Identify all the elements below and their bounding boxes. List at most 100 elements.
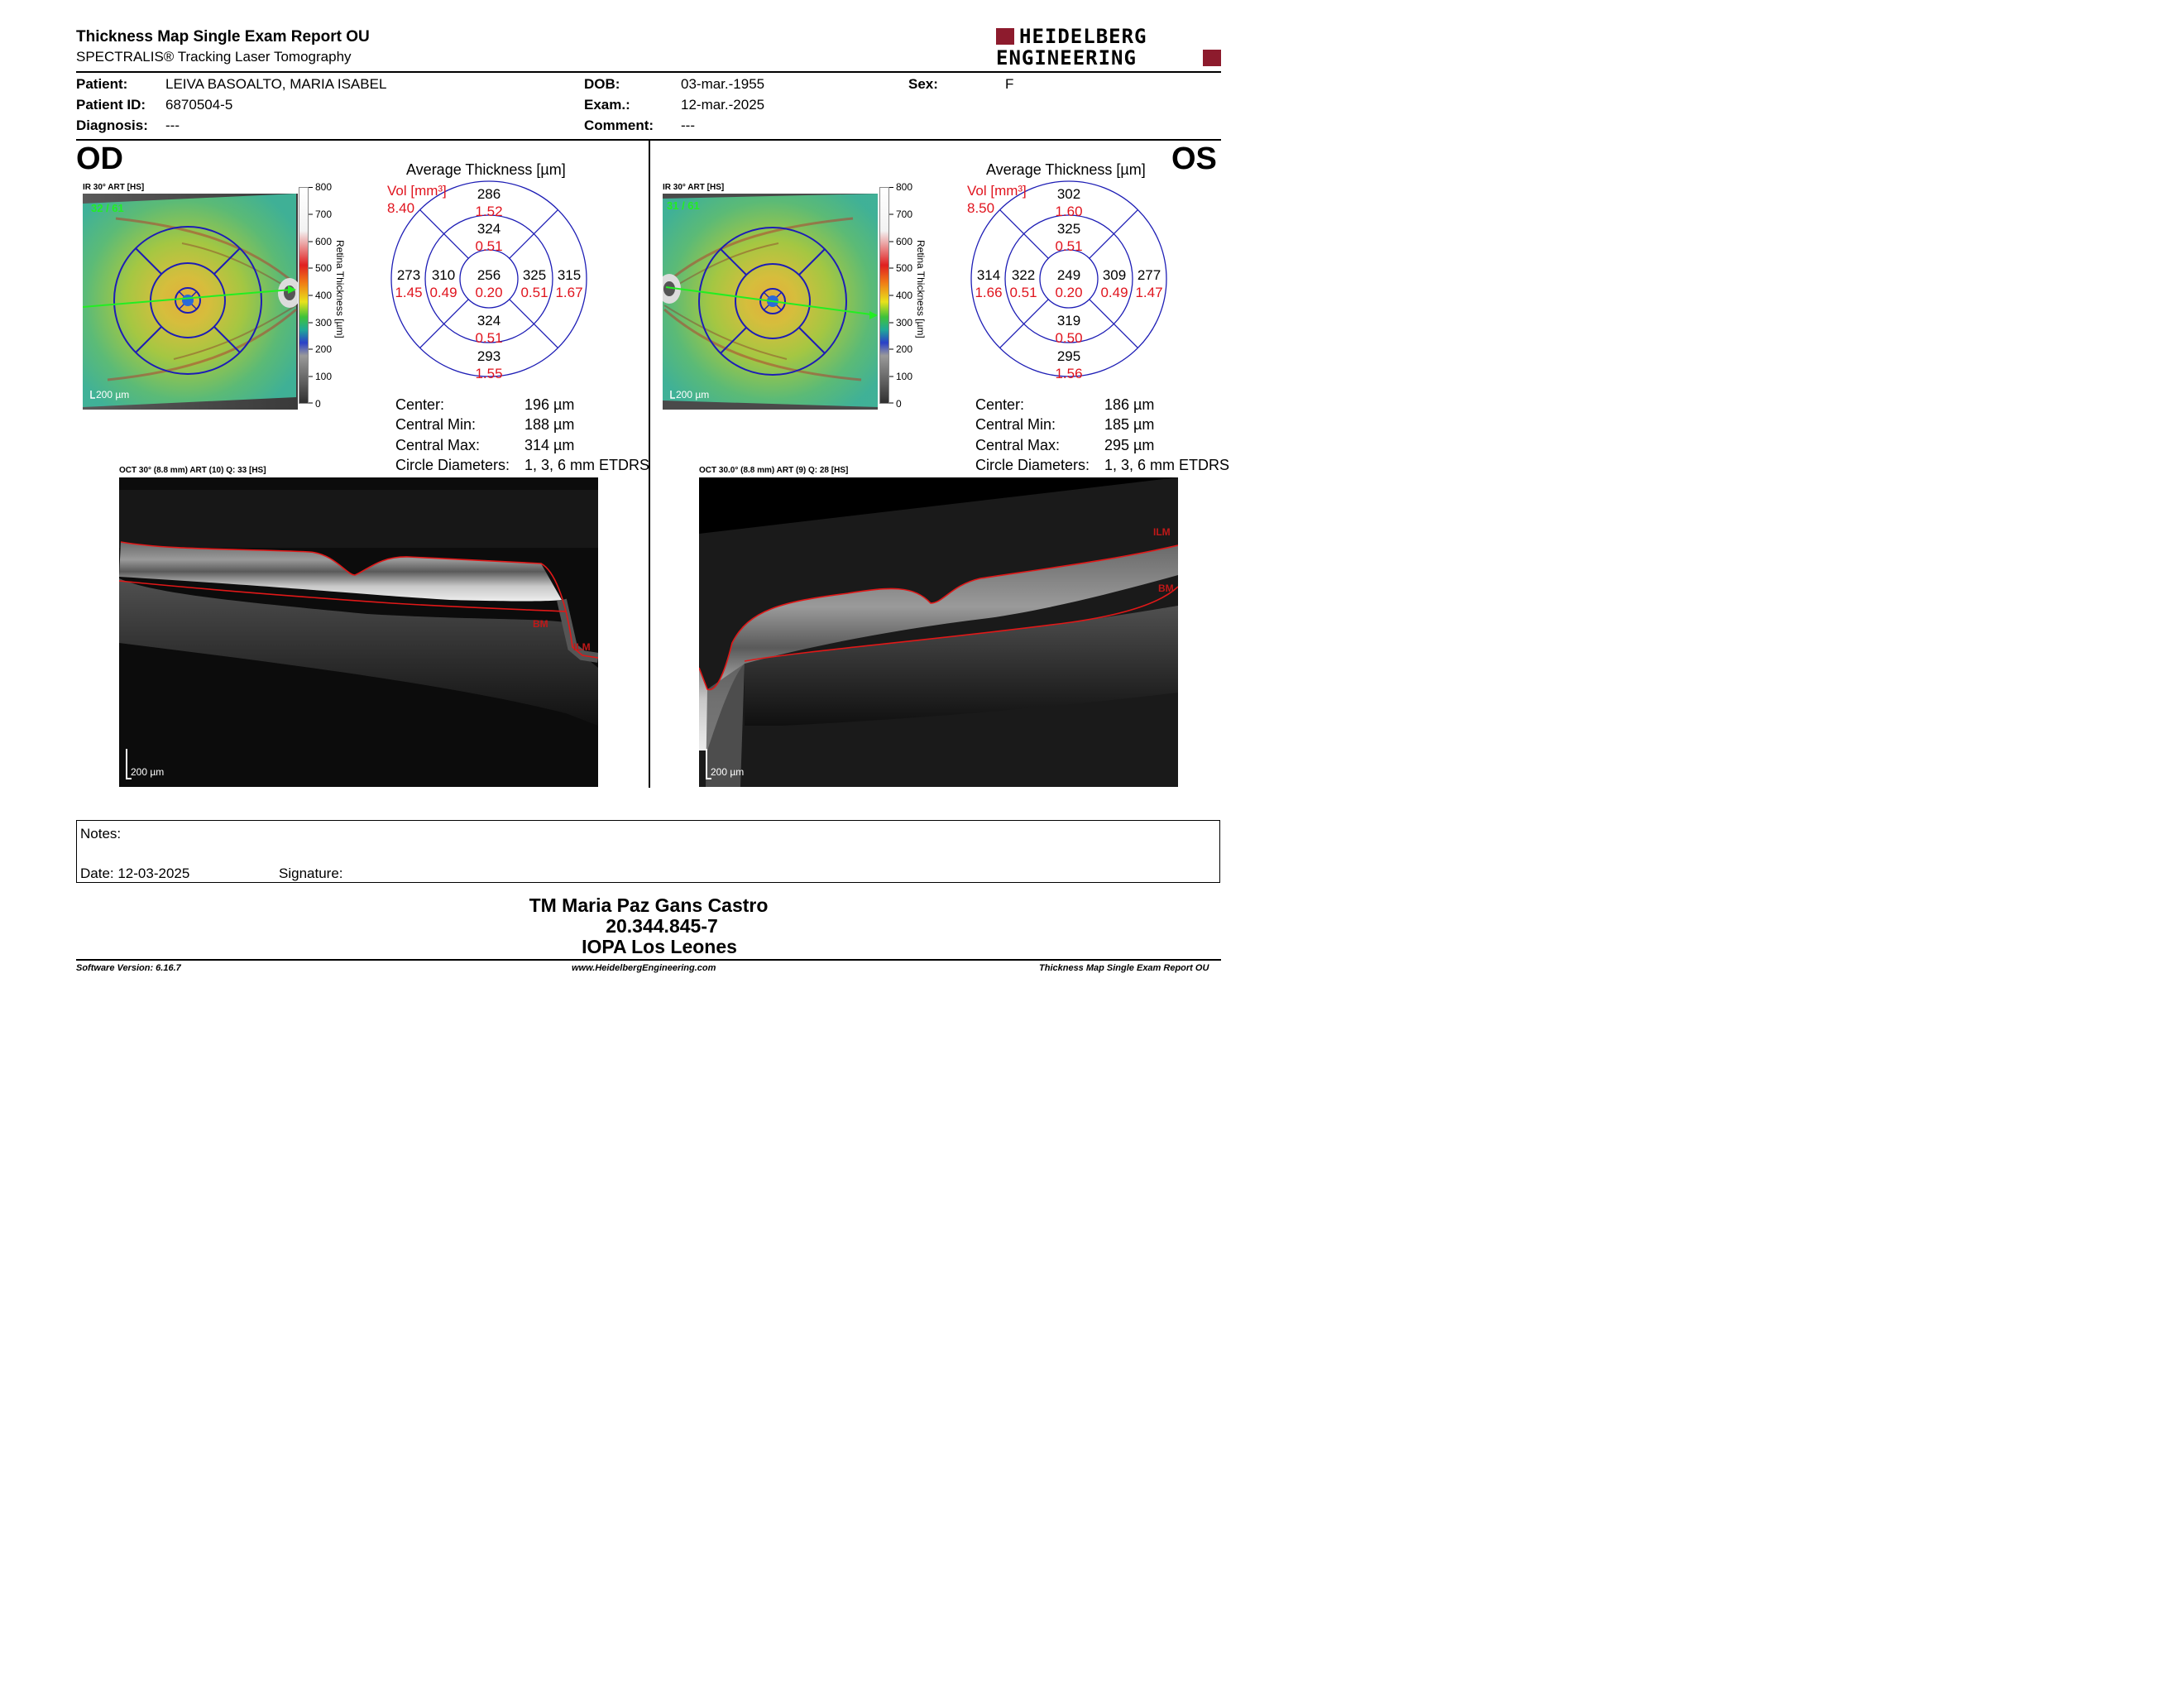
od-circ-label: Circle Diameters: — [395, 457, 510, 473]
od-inner-right: 325 — [522, 267, 547, 283]
od-inner-left: 310 — [431, 267, 456, 283]
os-cb-tick: 200 — [896, 343, 913, 355]
od-inner-sup: 324 — [477, 221, 501, 237]
logo-line-2: ENGINEERING — [996, 46, 1137, 70]
footer-report-name: Thickness Map Single Exam Report OU — [1039, 963, 1209, 973]
os-bm-label: BM — [1158, 583, 1174, 594]
od-cb-tick: 0 — [315, 398, 321, 410]
report-title: Thickness Map Single Exam Report OU — [76, 28, 370, 46]
od-fundus-image: 32 / 61 200 µm — [83, 194, 298, 410]
diagnosis-value: --- — [165, 117, 180, 133]
os-oct-bscan: ILM BM 200 µm — [699, 477, 1178, 787]
od-center: 256 — [477, 267, 501, 283]
od-ir-label: IR 30° ART [HS] — [83, 183, 145, 192]
patient-name: LEIVA BASOALTO, MARIA ISABEL — [165, 76, 387, 92]
date-label: Date: 12-03-2025 — [80, 866, 190, 881]
exam-label: Exam.: — [584, 97, 630, 113]
od-inner-sup-vol: 0.51 — [475, 238, 503, 254]
od-cb-tick: 600 — [315, 236, 333, 247]
os-ilm-label: ILM — [1153, 526, 1171, 538]
comment-label: Comment: — [584, 117, 654, 133]
sex-value: F — [1005, 76, 1014, 92]
od-center-value: 196 µm — [524, 396, 575, 413]
os-outer-sup: 302 — [1056, 186, 1081, 202]
os-inner-left: 322 — [1011, 267, 1036, 283]
website-link[interactable]: www.HeidelbergEngineering.com — [572, 963, 716, 973]
os-ir-label: IR 30° ART [HS] — [663, 183, 725, 192]
od-inner-inf-vol: 0.51 — [475, 330, 503, 346]
od-outer-left-vol: 1.45 — [395, 285, 423, 300]
exam-value: 12-mar.-2025 — [681, 97, 765, 113]
od-outer-sup-vol: 1.52 — [475, 204, 503, 219]
od-outer-inf: 293 — [477, 348, 501, 364]
od-circ-value: 1, 3, 6 mm ETDRS — [524, 457, 650, 473]
os-fundus-image: 31 / 61 200 µm — [663, 194, 878, 410]
od-oct-label: OCT 30° (8.8 mm) ART (10) Q: 33 [HS] — [119, 466, 266, 475]
os-cb-tick: 800 — [896, 181, 913, 193]
os-inner-inf-vol: 0.50 — [1055, 330, 1083, 346]
os-max-label: Central Max: — [975, 437, 1061, 453]
os-inner-sup: 325 — [1056, 221, 1081, 237]
od-colorbar-title: Retina Thickness [µm] — [334, 240, 346, 338]
od-cb-tick: 100 — [315, 371, 333, 382]
notes-box[interactable] — [76, 820, 1220, 883]
os-outer-right: 277 — [1137, 267, 1161, 283]
patient-id-label: Patient ID: — [76, 97, 146, 113]
od-avg-title: Average Thickness [µm] — [406, 161, 566, 178]
signer-place: IOPA Los Leones — [582, 936, 737, 957]
os-outer-left: 314 — [976, 267, 1001, 283]
od-max-value: 314 µm — [524, 437, 575, 453]
comment-value: --- — [681, 117, 695, 133]
os-outer-inf: 295 — [1056, 348, 1081, 364]
od-map-scale: 200 µm — [96, 389, 129, 400]
od-cb-tick: 200 — [315, 343, 333, 355]
os-colorbar — [879, 187, 889, 404]
os-cb-tick: 700 — [896, 209, 913, 220]
od-ilm-label: ILM — [573, 641, 591, 653]
heidelberg-logo: HEIDELBERG ENGINEERING — [996, 26, 1221, 70]
od-oct-bscan: BM ILM 200 µm — [119, 477, 598, 787]
os-etdrs-grid — [969, 177, 1169, 381]
os-circ-label: Circle Diameters: — [975, 457, 1090, 473]
od-center-label: Center: — [395, 396, 445, 413]
od-vol-total: 8.40 — [387, 200, 415, 216]
dob-label: DOB: — [584, 76, 620, 92]
od-outer-left: 273 — [396, 267, 421, 283]
os-map-scale: 200 µm — [676, 389, 709, 400]
os-outer-inf-vol: 1.56 — [1055, 366, 1083, 381]
os-frame-count: 31 / 61 — [667, 199, 700, 212]
od-max-label: Central Max: — [395, 437, 481, 453]
os-center-label: Center: — [975, 396, 1025, 413]
od-outer-sup: 286 — [477, 186, 501, 202]
od-eye-label: OD — [76, 141, 123, 176]
os-outer-left-vol: 1.66 — [975, 285, 1003, 300]
center-divider — [649, 141, 650, 788]
od-inner-left-vol: 0.49 — [429, 285, 457, 300]
os-max-value: 295 µm — [1104, 437, 1155, 453]
diagnosis-label: Diagnosis: — [76, 117, 148, 133]
od-thickness-map: 32 / 61 200 µm — [83, 194, 298, 410]
logo-line-1: HEIDELBERG — [1019, 25, 1147, 48]
os-inner-right: 309 — [1102, 267, 1127, 283]
od-min-value: 188 µm — [524, 416, 575, 433]
os-cb-tick: 500 — [896, 262, 913, 274]
os-avg-title: Average Thickness [µm] — [986, 161, 1146, 178]
os-thickness-map: 31 / 61 200 µm — [663, 194, 878, 410]
os-colorbar-ticks — [889, 187, 894, 404]
logo-square-icon — [996, 28, 1014, 45]
od-inner-right-vol: 0.51 — [520, 285, 548, 300]
od-outer-inf-vol: 1.55 — [475, 366, 503, 381]
divider — [76, 139, 1221, 141]
os-cb-tick: 600 — [896, 236, 913, 247]
od-cb-tick: 400 — [315, 290, 333, 301]
os-inner-inf: 319 — [1056, 313, 1081, 328]
od-colorbar — [299, 187, 309, 404]
os-cb-tick: 400 — [896, 290, 913, 301]
patient-label: Patient: — [76, 76, 128, 92]
os-center: 249 — [1056, 267, 1081, 283]
os-center-value: 186 µm — [1104, 396, 1155, 413]
os-circ-value: 1, 3, 6 mm ETDRS — [1104, 457, 1230, 473]
divider — [76, 959, 1221, 961]
od-cb-tick: 300 — [315, 317, 333, 328]
os-center-vol: 0.20 — [1055, 285, 1083, 300]
